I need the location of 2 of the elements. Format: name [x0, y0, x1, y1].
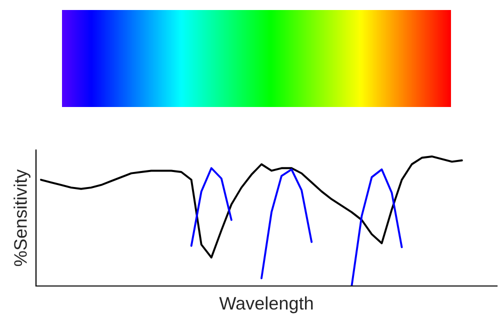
- y-axis-title: %Sensitivity: [14, 169, 30, 266]
- x-axis-title: Wavelength: [219, 296, 313, 314]
